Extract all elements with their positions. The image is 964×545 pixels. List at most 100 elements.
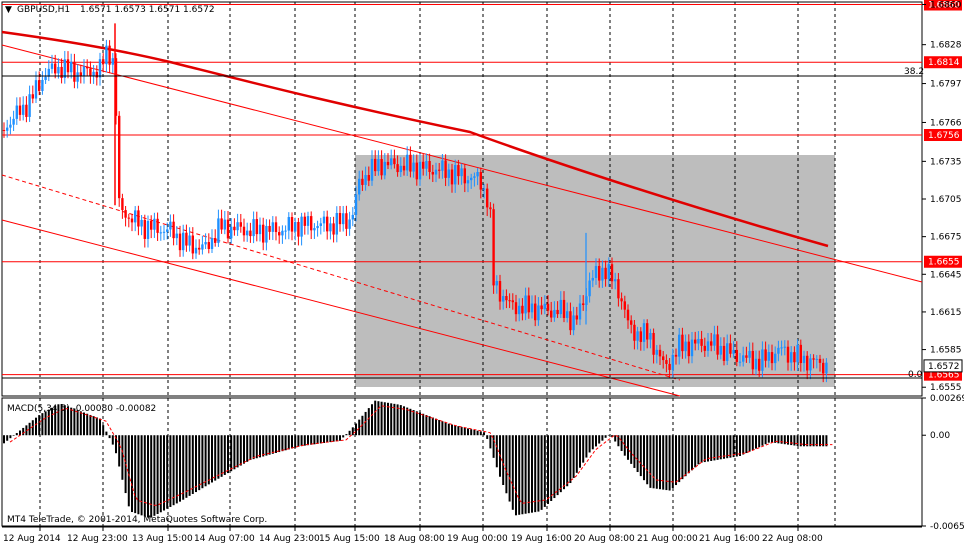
macd-bar xyxy=(508,435,511,502)
macd-bar xyxy=(399,405,402,436)
candle-body xyxy=(223,219,226,230)
candle-body xyxy=(130,218,134,223)
macd-bar xyxy=(95,417,98,436)
macd-bar xyxy=(550,435,553,501)
macd-bar xyxy=(780,435,783,444)
macd-bar xyxy=(783,435,786,445)
macd-bar xyxy=(252,435,255,460)
candle-body xyxy=(610,264,614,282)
candle-body xyxy=(162,231,166,233)
candle-body xyxy=(764,349,767,361)
candlesticks xyxy=(2,23,828,383)
candle-body xyxy=(226,219,230,239)
candle-body xyxy=(556,309,559,315)
macd-bar xyxy=(588,435,591,453)
macd-bar xyxy=(255,435,258,459)
candle-body xyxy=(802,355,806,364)
candle-body xyxy=(678,334,681,357)
candle-body xyxy=(18,105,22,115)
macd-bar xyxy=(716,435,719,460)
candle-body xyxy=(159,232,162,234)
macd-bar xyxy=(47,409,50,436)
macd-bar xyxy=(383,402,386,436)
macd-bar xyxy=(3,435,5,444)
candle-body xyxy=(604,267,607,280)
header-dropdown-icon[interactable]: ▼ xyxy=(5,5,12,15)
macd-bar xyxy=(316,435,319,444)
candle-body xyxy=(246,230,249,236)
macd-bar xyxy=(127,435,130,507)
macd-bar xyxy=(44,411,47,436)
candle-body xyxy=(9,124,12,128)
candle-body xyxy=(73,61,76,82)
macd-bar xyxy=(351,427,354,436)
channel-mid-line[interactable] xyxy=(1,174,681,381)
candle-body xyxy=(28,94,31,117)
macd-bar xyxy=(463,427,466,436)
candle-body xyxy=(182,232,185,251)
macd-bar xyxy=(579,435,581,468)
candle-body xyxy=(591,277,594,281)
candle-body xyxy=(607,264,610,280)
candle-body xyxy=(626,309,630,321)
macd-bar xyxy=(201,435,204,489)
channel-upper-line[interactable] xyxy=(1,44,923,283)
candle-body xyxy=(12,118,15,125)
macd-bar xyxy=(537,435,540,512)
candle-body xyxy=(508,300,511,302)
macd-bar xyxy=(223,435,226,475)
macd-bar xyxy=(438,419,441,436)
macd-bar xyxy=(249,435,252,461)
candle-body xyxy=(143,219,146,239)
macd-bar xyxy=(102,425,105,436)
candle-body xyxy=(594,265,598,278)
candle-body xyxy=(521,305,524,314)
candle-body xyxy=(281,230,284,236)
channel-lower-line[interactable] xyxy=(1,219,681,397)
candle-body xyxy=(732,349,735,354)
macd-bar xyxy=(767,435,770,443)
candle-body xyxy=(92,71,95,77)
macd-bar xyxy=(390,403,393,436)
macd-bar xyxy=(35,417,37,436)
macd-bar xyxy=(60,404,63,436)
macd-tick-label: -0.00656 xyxy=(930,522,964,532)
candle-body xyxy=(636,331,639,341)
candle-body xyxy=(569,311,572,331)
candle-body xyxy=(812,358,815,360)
macd-bar xyxy=(678,435,681,483)
candle-body xyxy=(22,104,25,115)
macd-bar xyxy=(191,435,194,494)
candle-body xyxy=(399,165,402,173)
candle-body xyxy=(201,244,204,250)
candle-body xyxy=(818,358,822,363)
macd-bar xyxy=(515,435,517,516)
macd-bar xyxy=(627,435,629,460)
macd-bar xyxy=(460,426,463,436)
macd-bar xyxy=(15,433,18,436)
macd-bar xyxy=(211,435,213,483)
macd-bar xyxy=(799,435,802,447)
candle-body xyxy=(642,323,646,342)
macd-bar xyxy=(764,435,767,445)
macd-bar xyxy=(278,435,281,453)
macd-bar xyxy=(246,435,249,462)
candle-body xyxy=(265,225,268,243)
macd-bar xyxy=(287,435,290,450)
macd-bar xyxy=(739,435,741,456)
level-tag xyxy=(924,255,962,268)
price-tick-label: 1.6797 xyxy=(930,80,962,90)
macd-bar xyxy=(527,435,530,514)
macd-bar xyxy=(319,435,322,444)
candle-body xyxy=(150,220,153,230)
candle-body xyxy=(454,165,457,185)
macd-bar xyxy=(70,407,73,436)
price-tick-label: 1.6585 xyxy=(930,346,962,356)
macd-bar xyxy=(57,404,60,436)
candle-body xyxy=(364,175,367,185)
macd-bar xyxy=(137,435,140,515)
level-tag xyxy=(924,129,962,142)
